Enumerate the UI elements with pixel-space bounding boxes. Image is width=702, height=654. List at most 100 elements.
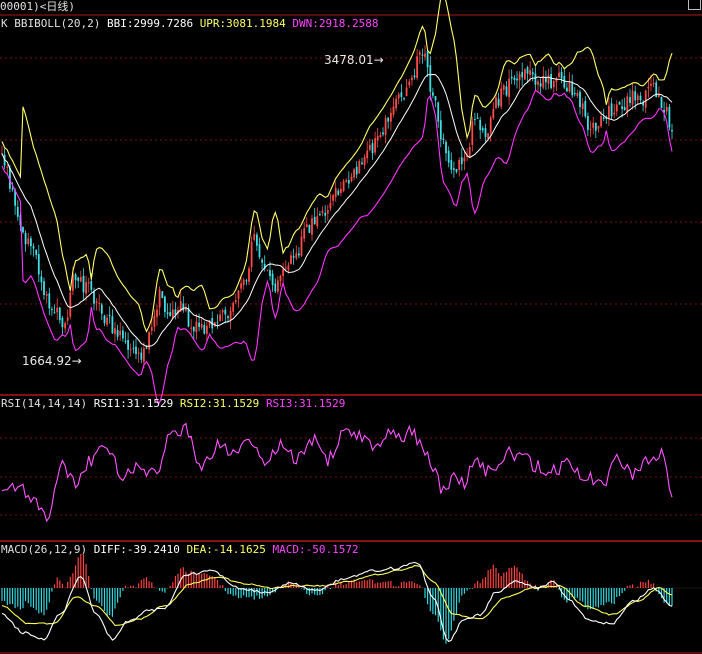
- candle-body-91: [240, 283, 242, 289]
- candle-body-228: [600, 116, 602, 127]
- candle-body-65: [171, 309, 174, 319]
- candle-body-17: [45, 294, 48, 296]
- window-title: 00001)<日线): [0, 0, 75, 13]
- candle-body-103: [271, 273, 274, 286]
- candle-body-47: [124, 340, 127, 343]
- candle-body-163: [429, 65, 432, 92]
- candle-body-247: [650, 83, 652, 86]
- window-control-icon[interactable]: [688, 0, 701, 10]
- candle-body-155: [408, 81, 411, 86]
- candle-body-194: [510, 76, 513, 79]
- candle-body-88: [232, 302, 235, 312]
- candle-body-223: [587, 116, 589, 130]
- macd-dea: DEA:-14.1625: [186, 543, 266, 556]
- candle-body-138: [363, 156, 366, 166]
- candle-body-121: [319, 214, 321, 216]
- candle-body-152: [400, 92, 403, 97]
- candle-body-116: [305, 224, 308, 227]
- candle-body-240: [631, 90, 634, 105]
- low-annotation: 1664.92→: [22, 354, 82, 368]
- candle-body-139: [366, 150, 369, 159]
- candle-body-40: [106, 317, 108, 325]
- candle-body-207: [545, 78, 547, 83]
- candle-body-111: [292, 256, 295, 258]
- candle-body-182: [479, 119, 482, 130]
- candle-body-66: [174, 309, 177, 315]
- candle-body-89: [234, 300, 237, 303]
- candle-body-22: [58, 307, 61, 321]
- candle-body-29: [77, 277, 80, 281]
- candle-body-86: [227, 316, 229, 318]
- candle-body-41: [108, 315, 111, 317]
- candle-body-53: [140, 352, 143, 360]
- candle-body-55: [145, 347, 148, 349]
- candle-body-78: [206, 325, 208, 334]
- candle-body-232: [610, 103, 613, 117]
- candle-body-177: [466, 156, 468, 157]
- candle-body-95: [250, 242, 253, 268]
- candle-body-134: [353, 169, 355, 178]
- candle-body-209: [550, 74, 552, 89]
- candle-body-60: [158, 289, 161, 308]
- candle-body-196: [516, 78, 518, 81]
- candle-body-12: [32, 246, 35, 249]
- candle-body-25: [66, 317, 69, 321]
- candle-body-148: [390, 112, 392, 122]
- candle-body-122: [321, 210, 324, 214]
- candle-body-113: [298, 253, 300, 256]
- candle-body-185: [487, 133, 489, 139]
- candle-body-36: [95, 301, 98, 303]
- candle-body-23: [61, 317, 64, 328]
- candle-body-175: [460, 157, 463, 164]
- candle-body-231: [608, 105, 610, 120]
- candle-body-44: [116, 330, 119, 337]
- low-arrow: →: [71, 354, 82, 368]
- candle-body-197: [518, 73, 521, 81]
- candle-body-99: [261, 259, 263, 263]
- candle-body-186: [489, 117, 492, 133]
- candle-body-188: [495, 97, 497, 108]
- candle-body-170: [447, 150, 450, 163]
- high-arrow: →: [373, 53, 384, 67]
- candle-body-253: [665, 106, 668, 112]
- candle-body-100: [263, 263, 266, 269]
- candle-body-2: [6, 166, 9, 168]
- candle-body-141: [371, 143, 374, 154]
- boll-prefix: K: [1, 17, 8, 30]
- candle-body-13: [35, 249, 38, 255]
- candle-body-189: [497, 98, 500, 106]
- rsi-rsi3: RSI3:31.1529: [265, 397, 346, 410]
- candle-body-204: [537, 81, 539, 85]
- candle-body-226: [594, 122, 597, 131]
- candle-body-160: [421, 54, 424, 56]
- candle-body-15: [40, 276, 43, 283]
- candle-body-93: [245, 280, 248, 282]
- candle-body-92: [242, 279, 245, 285]
- candle-body-19: [51, 309, 53, 311]
- macd-legend: MACD(26,12,9) DIFF:-39.2410 DEA:-14.1625…: [1, 543, 359, 556]
- boll-dwn-line: [1, 89, 673, 404]
- candle-body-33: [87, 282, 90, 284]
- candle-body-96: [253, 234, 256, 240]
- candle-body-255: [671, 129, 673, 132]
- candle-body-59: [156, 309, 158, 317]
- boll-upr-line: [1, 0, 673, 333]
- candle-body-178: [468, 147, 471, 158]
- candle-body-254: [668, 106, 671, 128]
- candle-body-220: [579, 91, 581, 107]
- candle-body-235: [618, 102, 621, 105]
- candle-body-172: [453, 168, 455, 170]
- candle-body-173: [455, 169, 458, 172]
- candle-body-31: [82, 275, 85, 293]
- candle-body-58: [153, 315, 156, 327]
- candle-body-73: [192, 326, 195, 332]
- candle-body-165: [434, 96, 437, 101]
- candle-body-125: [329, 202, 332, 209]
- candle-body-98: [258, 244, 261, 257]
- candle-body-5: [14, 189, 16, 206]
- boll-legend: K BBIBOLL(20,2) BBI:2999.7286 UPR:3081.1…: [1, 17, 379, 30]
- candle-body-251: [660, 96, 663, 109]
- candle-body-10: [27, 238, 30, 244]
- candle-body-238: [626, 96, 629, 112]
